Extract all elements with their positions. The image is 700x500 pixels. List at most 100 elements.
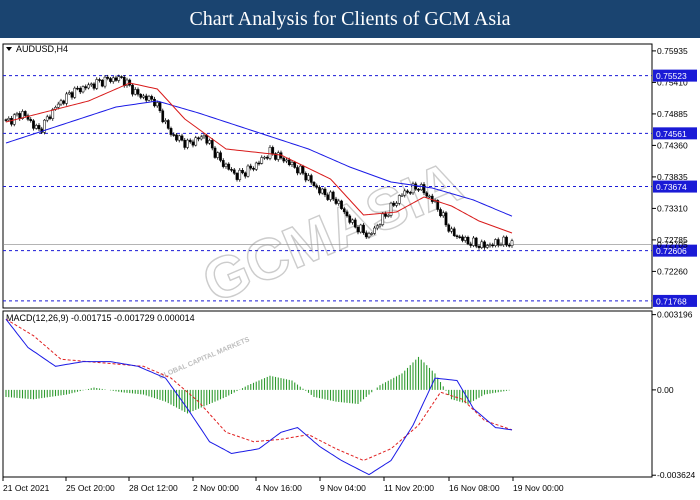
macd-y-tick-label: -0.003624 xyxy=(657,470,696,480)
candle-body xyxy=(59,100,63,105)
candle-body xyxy=(100,79,104,87)
candle-body xyxy=(175,134,178,141)
level-tag-label: 0.72606 xyxy=(656,246,687,256)
candle-body xyxy=(56,103,60,108)
candle-body xyxy=(136,89,140,95)
level-tag xyxy=(653,244,697,257)
macd-main-line xyxy=(5,318,513,476)
candle-body xyxy=(87,84,90,89)
level-tag xyxy=(653,180,697,193)
candle-body xyxy=(494,239,497,246)
candle-body xyxy=(496,239,500,246)
candle-body xyxy=(263,156,266,159)
level-tag xyxy=(653,127,697,140)
x-tick-label: 9 Nov 04:00 xyxy=(320,483,366,493)
candle-body xyxy=(425,192,429,197)
candle-body xyxy=(491,244,495,247)
candle-body xyxy=(384,213,387,217)
candle-body xyxy=(161,110,165,123)
candle-body xyxy=(221,160,225,167)
candle-body xyxy=(246,165,250,177)
y-tick-label: 0.72260 xyxy=(657,266,688,276)
y-tick-label: 0.73310 xyxy=(657,203,688,213)
candle-body xyxy=(70,92,74,98)
candle-body xyxy=(117,76,121,81)
candle-body xyxy=(260,157,264,164)
candle-body xyxy=(76,87,79,90)
candle-body xyxy=(309,175,313,183)
level-tag-label: 0.75523 xyxy=(656,71,687,81)
candle-body xyxy=(216,152,220,158)
candle-body xyxy=(169,128,173,135)
x-tick-label: 21 Oct 2021 xyxy=(3,483,50,493)
candle-body xyxy=(378,224,382,227)
candle-body xyxy=(395,203,398,206)
candle-body xyxy=(502,236,506,245)
candle-body xyxy=(95,79,99,89)
candle-body xyxy=(106,76,110,79)
candle-body xyxy=(477,245,481,248)
candle-body xyxy=(111,77,115,82)
candle-body xyxy=(89,83,93,86)
candle-body xyxy=(158,102,162,112)
candle-body xyxy=(29,119,33,122)
candle-body xyxy=(188,139,192,143)
candle-body xyxy=(180,135,184,141)
candle-body xyxy=(510,240,514,246)
candle-body xyxy=(51,109,55,119)
ma-blue-line xyxy=(5,100,513,217)
candle-body xyxy=(315,185,319,188)
candle-body xyxy=(224,163,228,167)
candle-body xyxy=(238,169,242,180)
level-tag-label: 0.71768 xyxy=(656,296,687,306)
candle-body xyxy=(164,120,167,123)
candle-body xyxy=(318,187,321,194)
candle-body xyxy=(32,120,35,129)
candle-body xyxy=(194,137,198,146)
candle-body xyxy=(441,212,445,217)
macd-label: MACD(12,26,9) -0.001715 -0.001729 0.0000… xyxy=(6,313,195,323)
candle-body xyxy=(150,96,154,100)
candle-body xyxy=(472,237,475,246)
candle-body xyxy=(227,163,231,170)
x-tick-label: 28 Oct 12:00 xyxy=(129,483,178,493)
candle-body xyxy=(191,141,195,146)
candle-body xyxy=(65,93,68,104)
candle-body xyxy=(265,156,269,159)
watermark-text: GCMASIA xyxy=(194,149,472,316)
candle-body xyxy=(219,152,222,161)
candle-body xyxy=(362,224,365,233)
candle-body xyxy=(307,175,310,181)
candle-body xyxy=(155,102,159,107)
candle-body xyxy=(466,236,470,245)
candle-body xyxy=(7,118,11,121)
macd-pane: MACD(12,26,9) -0.001715 -0.001729 0.0000… xyxy=(2,310,696,480)
candle-body xyxy=(276,152,280,160)
candle-body xyxy=(131,84,134,95)
candle-body xyxy=(488,244,492,247)
watermark-subtext: GLOBAL CAPITAL MARKETS xyxy=(158,336,251,381)
y-tick-label: 0.73835 xyxy=(657,172,688,182)
candle-body xyxy=(235,173,239,180)
candle-body xyxy=(455,235,459,238)
candle-body xyxy=(285,159,288,162)
macd-frame xyxy=(2,310,653,478)
candle-body xyxy=(183,139,187,148)
chart-title: Chart Analysis for Clients of GCM Asia xyxy=(189,7,511,30)
candle-body xyxy=(241,169,244,174)
level-tag-label: 0.74561 xyxy=(656,129,687,139)
level-tag xyxy=(653,294,697,307)
candle-body xyxy=(334,198,338,204)
x-tick-label: 19 Nov 00:00 xyxy=(513,483,564,493)
candle-body xyxy=(62,100,66,104)
candle-body xyxy=(400,194,404,197)
candle-body xyxy=(73,87,77,98)
candle-body xyxy=(147,96,151,101)
candle-body xyxy=(205,135,209,144)
candle-body xyxy=(186,139,189,148)
candle-body xyxy=(392,202,396,206)
candle-body xyxy=(15,113,19,116)
candle-body xyxy=(114,77,118,81)
candle-body xyxy=(447,224,451,232)
macd-y-tick-label: 0.00 xyxy=(657,385,674,395)
